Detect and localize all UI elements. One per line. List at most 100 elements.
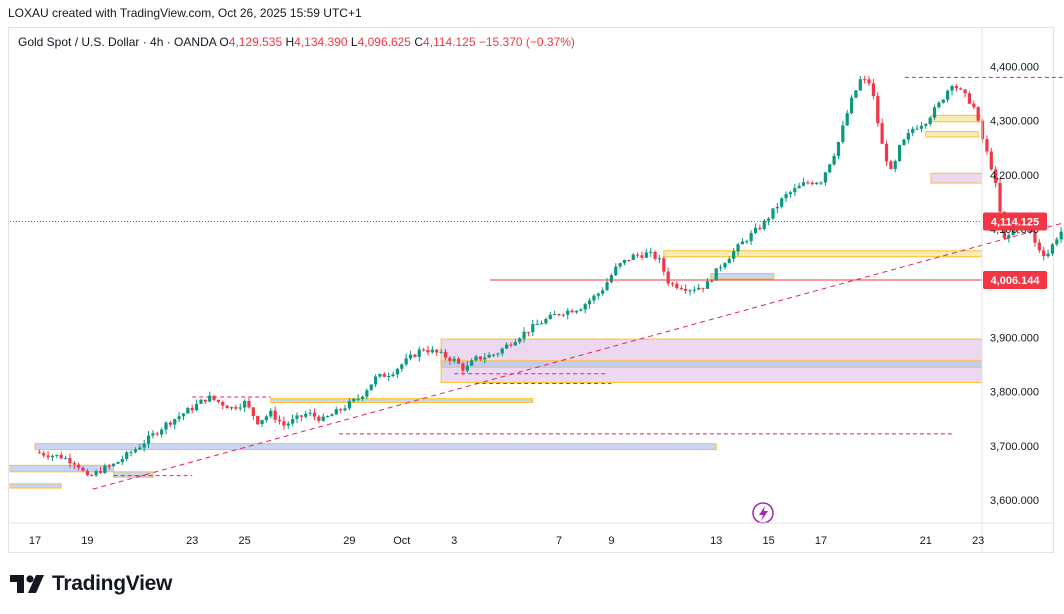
candle-up [762,220,766,229]
candle-down [435,349,439,353]
chart-frame [8,27,1054,553]
candle-up [718,267,723,269]
candle-up [928,117,932,124]
candle-up [566,310,570,315]
x-tick-label: 17 [29,535,41,547]
zone-demand [930,172,983,184]
candle-up [260,420,264,425]
candle-up [605,282,609,291]
x-tick-label: 9 [608,535,614,547]
y-tick-label: 3,900.000 [990,332,1039,344]
zone-yellow [930,114,983,123]
candle-up [932,107,937,118]
candle-up [946,90,950,100]
x-tick-label: 23 [972,535,984,547]
candle-up [854,90,858,98]
candle-up [50,455,55,458]
x-tick-label: 25 [238,535,250,547]
candle-up [688,290,692,292]
candle-up [609,275,613,283]
candle-up [430,349,434,353]
candle-down [967,93,972,104]
price-label-text: 4,006.144 [991,275,1041,287]
candle-up [465,365,469,371]
candle-up [452,358,456,361]
candle-down [959,88,963,90]
y-tick-label: 4,300.000 [990,116,1039,128]
price-label-box [983,270,1047,289]
candle-down [636,254,640,256]
candle-down [461,363,465,371]
candle-up [470,360,474,366]
zone-yellow [925,131,979,138]
candle-down [640,255,644,258]
candle-down [59,454,63,459]
candle-up [596,293,600,296]
candle-down [98,471,103,473]
candle-up [924,123,928,126]
zone-blue [9,483,62,489]
candle-down [570,310,574,313]
candle-down [273,410,277,420]
candle-up [1007,234,1011,239]
candle-down [867,79,871,84]
candle-down [972,103,976,108]
candle-up [644,252,648,258]
candle-up [614,266,618,276]
candle-down [889,161,893,170]
candle-up [321,416,325,421]
candle-up [950,86,954,91]
zone-blue [113,471,154,478]
candle-down [980,120,985,140]
candle-down [701,287,705,289]
candle-up [587,300,592,305]
candle-up [815,182,819,185]
candle-up [194,403,199,411]
x-tick-label: 29 [343,535,355,547]
ohlc-legend: Gold Spot / U.S. Dollar · 4h · OANDA O4,… [18,35,575,49]
candle-up [1050,244,1055,254]
candle-up [304,413,308,417]
candle-up [1059,231,1063,240]
candle-up [400,364,404,369]
candle-down [443,351,448,358]
candle-down [282,421,286,426]
symbol-description[interactable]: Gold Spot / U.S. Dollar · 4h · OANDA [18,35,217,49]
candle-down [675,283,679,288]
price-label-text: 4,114.125 [991,216,1039,228]
candle-down [758,227,762,229]
chart-credit: LOXAU created with TradingView.com, Oct … [8,6,362,20]
candle-down [216,399,220,402]
candle-down [456,358,461,364]
candle-up [365,390,369,397]
candle-up [208,395,212,402]
x-tick-label: 15 [762,535,774,547]
candle-up [583,304,587,310]
zones-layer [9,114,983,489]
candle-up [749,233,753,242]
candle-up [723,263,727,268]
candle-up [125,452,129,460]
candle-up [334,409,338,415]
lightning-icon-bolt [759,506,768,521]
y-tick-label: 4,200.000 [990,170,1039,182]
candle-down [426,350,430,353]
candle-up [544,319,548,324]
candle-down [557,314,561,316]
candle-up [146,435,151,444]
candle-up [483,357,487,360]
x-tick-label: 21 [920,535,932,547]
candle-up [736,244,740,252]
candle-up [849,97,854,114]
candle-down [662,258,666,272]
low-value: 4,096.625 [357,35,411,49]
x-tick-label: 3 [451,535,457,547]
candle-up [618,263,622,267]
candle-up [535,324,539,326]
candle-up [836,141,841,156]
candle-up [160,429,164,435]
candle-down [225,405,229,409]
candle-up [374,376,378,385]
candle-down [221,401,225,406]
